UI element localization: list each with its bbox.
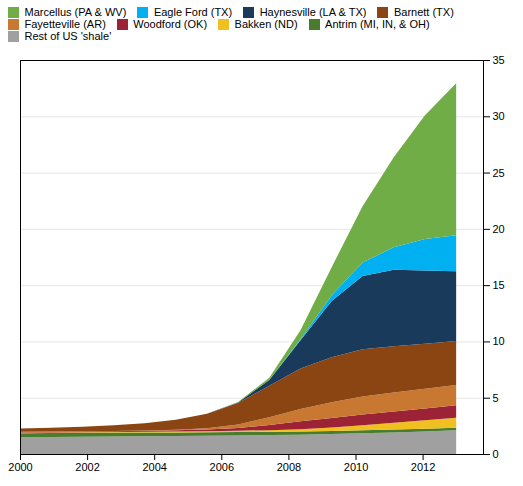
html-text:Woodford (OK): Woodford (OK) bbox=[133, 18, 208, 30]
svg-text:20: 20 bbox=[493, 222, 505, 234]
svg-text:25: 25 bbox=[493, 166, 505, 178]
html-text:Eagle Ford (TX): Eagle Ford (TX) bbox=[153, 6, 233, 18]
svg-text:2002: 2002 bbox=[75, 461, 99, 473]
svg-text:30: 30 bbox=[493, 110, 505, 122]
svg-text:35: 35 bbox=[493, 54, 505, 66]
html-text:Marcellus (PA & WV): Marcellus (PA & WV) bbox=[24, 6, 127, 18]
svg-text:2012: 2012 bbox=[411, 461, 435, 473]
html-text:Rest of US 'shale': Rest of US 'shale' bbox=[24, 30, 112, 42]
html-text:Antrim (MI, IN, & OH): Antrim (MI, IN, & OH) bbox=[325, 18, 430, 30]
html-text:Bakken (ND): Bakken (ND) bbox=[234, 18, 298, 30]
svg-text:15: 15 bbox=[493, 279, 505, 291]
svg-text:2008: 2008 bbox=[277, 461, 301, 473]
html-text:Fayetteville (AR): Fayetteville (AR) bbox=[24, 18, 106, 30]
html-text:Barnett (TX): Barnett (TX) bbox=[393, 6, 454, 18]
svg-text:5: 5 bbox=[493, 391, 499, 403]
svg-text:0: 0 bbox=[493, 448, 499, 460]
svg-text:2000: 2000 bbox=[8, 461, 32, 473]
svg-text:2004: 2004 bbox=[142, 461, 166, 473]
svg-text:10: 10 bbox=[493, 335, 505, 347]
html-text:Haynesville (LA & TX): Haynesville (LA & TX) bbox=[259, 6, 367, 18]
svg-text:2006: 2006 bbox=[210, 461, 234, 473]
svg-text:2010: 2010 bbox=[344, 461, 368, 473]
